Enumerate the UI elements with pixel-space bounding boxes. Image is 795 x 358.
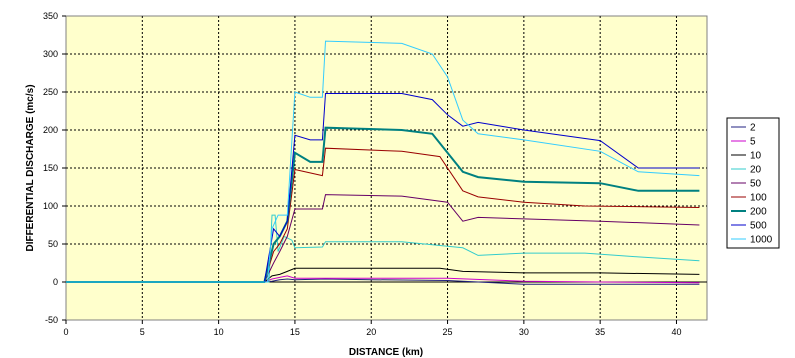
legend-label: 2 [750,123,756,134]
legend-label: 100 [750,193,767,204]
x-tick-label: 15 [290,327,300,337]
series-line-5 [66,275,700,284]
legend-label: 5 [750,137,756,148]
series-line-100 [66,147,700,283]
y-tick-label: 150 [43,163,58,173]
y-tick-label: 350 [43,11,58,21]
y-tick-label: 100 [43,201,58,211]
y-axis-ticks: -50 0 50 100 150 200 250 300 350 [43,11,66,325]
legend-label: 1000 [750,235,773,246]
x-tick-label: 25 [443,327,453,337]
x-tick-label: 20 [366,327,376,337]
x-axis-title: DISTANCE (km) [349,347,423,358]
x-tick-label: 30 [519,327,529,337]
y-tick-label: 250 [43,87,58,97]
x-tick-label: 35 [595,327,605,337]
y-tick-label: -50 [45,315,58,325]
legend-label: 50 [750,179,762,190]
series-line-10 [66,267,700,283]
legend-label: 500 [750,221,767,232]
x-tick-label: 0 [63,327,68,337]
series-lines [66,40,700,285]
y-tick-label: 50 [48,239,58,249]
series-line-200 [66,126,700,283]
x-axis-ticks: 0 5 10 15 20 25 30 35 40 [63,320,681,337]
y-tick-label: 300 [43,49,58,59]
series-line-50 [66,194,700,283]
series-line-500 [66,93,700,283]
y-tick-label: 0 [53,277,58,287]
y-tick-label: 200 [43,125,58,135]
legend-label: 200 [750,207,767,218]
legend: 2 5 10 20 50 100 200 500 1000 [726,117,780,249]
x-tick-label: 40 [671,327,681,337]
legend-label: 20 [750,165,762,176]
legend-label: 10 [750,151,762,162]
series-line-20 [66,214,700,283]
x-tick-label: 5 [140,327,145,337]
y-axis-title: DIFFERENTIAL DISCHARGE (mc/s) [25,84,36,251]
x-tick-label: 10 [214,327,224,337]
series-line-2 [66,278,700,285]
series-line-1000 [66,40,700,283]
